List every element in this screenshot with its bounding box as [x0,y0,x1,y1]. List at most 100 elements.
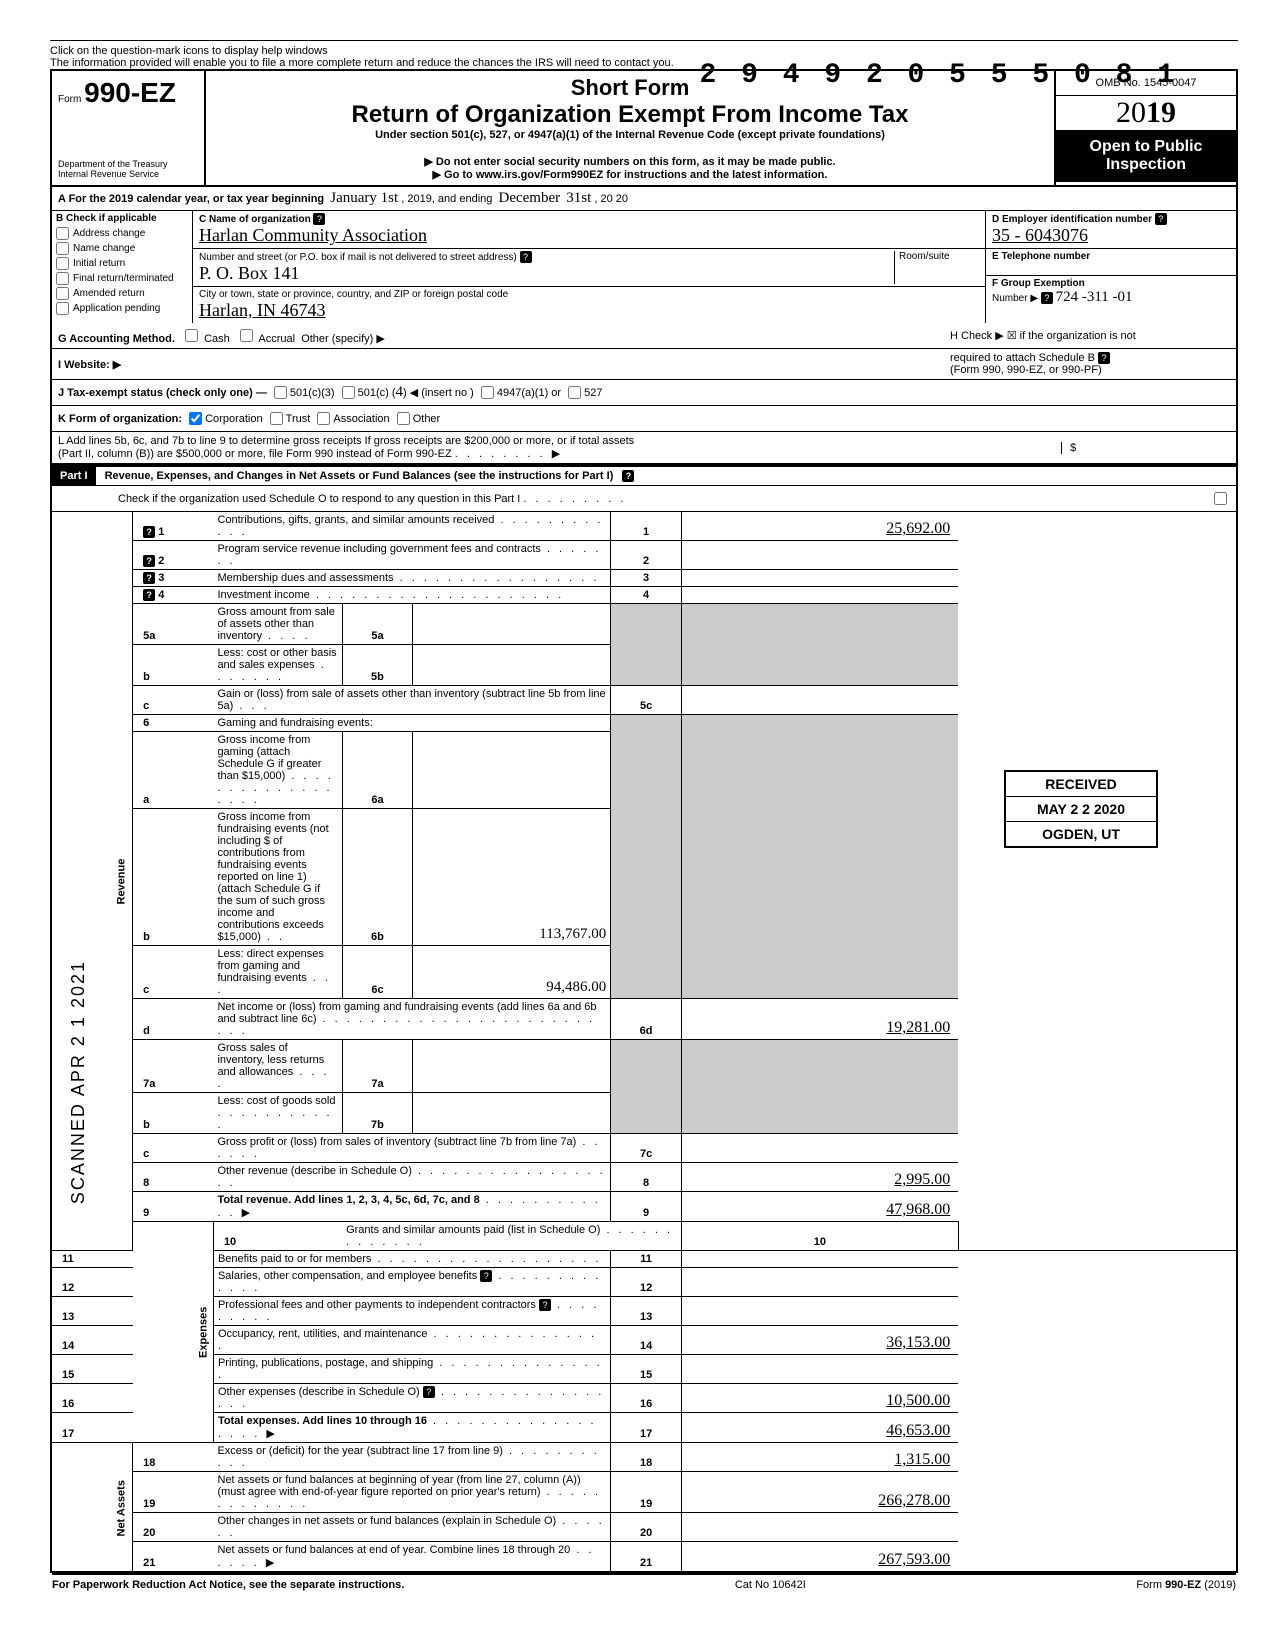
help-icon[interactable]: ? [143,572,155,584]
street: P. O. Box 141 [199,263,300,283]
line-10-txt: Grants and similar amounts paid (list in… [346,1224,600,1236]
j-cins: ) ◀ (insert no ) [403,386,474,399]
h-label: H Check ▶ ☒ if the organization is not [950,330,1136,342]
arrow: ▶ [266,1428,274,1440]
help-icon[interactable]: ? [423,1386,435,1398]
b-name: Name change [73,243,135,254]
help-icon[interactable]: ? [1041,292,1053,304]
row-a: A For the 2019 calendar year, or tax yea… [50,185,1238,211]
amt-6c: 94,486.00 [546,979,606,995]
ck-init[interactable] [56,257,69,270]
footer: For Paperwork Reduction Act Notice, see … [52,1573,1236,1595]
ck-final[interactable] [56,272,69,285]
k-label: K Form of organization: [58,413,182,425]
ck-schedo[interactable] [1214,492,1227,505]
row-l: L Add lines 5b, 6c, and 7b to line 9 to … [50,432,1238,465]
line-1-txt: Contributions, gifts, grants, and simila… [217,514,494,526]
row-a-endm: December [499,190,561,206]
row-g-h: G Accounting Method. Cash Accrual Other … [50,323,1238,349]
k-other: Other [413,413,441,425]
row-a-endd: 31st [566,190,591,206]
help-icon[interactable]: ? [143,589,155,601]
k-trust: Trust [286,413,311,425]
line-3-txt: Membership dues and assessments [217,572,393,584]
line-2-txt: Program service revenue including govern… [217,543,540,555]
amt-19: 266,278.00 [878,1492,950,1509]
ck-4947[interactable] [481,386,494,399]
line-18-txt: Excess or (deficit) for the year (subtra… [217,1445,503,1457]
arrow: ▶ [266,1557,274,1569]
j-527: 527 [584,387,602,399]
e-hdr: E Telephone number [992,251,1090,262]
ck-accrual[interactable] [240,329,253,342]
amt-8: 2,995.00 [894,1171,950,1188]
year-bold: 19 [1146,96,1176,129]
ck-amend[interactable] [56,287,69,300]
line-15-txt: Printing, publications, postage, and shi… [218,1357,433,1369]
line-6-txt: Gaming and fundraising events: [217,717,372,729]
ck-corp[interactable] [189,412,202,425]
title-sub: Under section 501(c), 527, or 4947(a)(1)… [214,129,1046,141]
title-warn: ▶ Do not enter social security numbers o… [214,155,1046,168]
ck-assoc[interactable] [317,412,330,425]
line-20-txt: Other changes in net assets or fund bala… [217,1515,556,1527]
help-icon[interactable]: ? [1098,352,1110,364]
section-bcdef: B Check if applicable Address change Nam… [50,211,1238,323]
ck-501c[interactable] [342,386,355,399]
ck-cash[interactable] [185,329,198,342]
row-a-label: A For the 2019 calendar year, or tax yea… [58,193,324,205]
help-icon[interactable]: ? [313,213,325,225]
scanned-stamp: SCANNED APR 2 1 2021 [68,960,89,1204]
amt-17: 46,653.00 [886,1422,950,1439]
f-hdr: F Group Exemption [992,278,1085,289]
help-icon[interactable]: ? [520,251,532,263]
b-app: Application pending [73,303,160,314]
l-amt: $ [1070,442,1076,454]
street-hdr: Number and street (or P.O. box if mail i… [199,252,517,263]
row-k: K Form of organization: Corporation Trus… [50,406,1238,432]
amt-6b: 113,767.00 [539,926,606,942]
ck-app[interactable] [56,302,69,315]
line-9-txt: Total revenue. Add lines 1, 2, 3, 4, 5c,… [217,1194,479,1206]
row-j: J Tax-exempt status (check only one) — 5… [50,380,1238,406]
line-13-txt: Professional fees and other payments to … [218,1299,536,1311]
arrow: ▶ [242,1207,250,1219]
city: Harlan, IN 46743 [199,300,325,320]
help-icon[interactable]: ? [539,1299,551,1311]
received-loc: OGDEN, UT [1006,821,1156,846]
help-icon[interactable]: ? [1155,213,1167,225]
ck-other[interactable] [397,412,410,425]
innerbox-7b: 7b [342,1093,413,1134]
ck-501c3[interactable] [274,386,287,399]
title-main: Return of Organization Exempt From Incom… [214,101,1046,129]
part-i-header: Part I Revenue, Expenses, and Changes in… [50,465,1238,486]
footer-left: For Paperwork Reduction Act Notice, see … [52,1579,404,1591]
line-7b-txt: Less: cost of goods sold [217,1095,335,1107]
j-4947: 4947(a)(1) or [497,387,561,399]
g-cash: Cash [204,333,230,345]
line-11-txt: Benefits paid to or for members [218,1253,371,1265]
help-icon[interactable]: ? [143,555,155,567]
g-accrual: Accrual [258,333,295,345]
received-hdr: RECEIVED [1006,772,1156,797]
c-hdr: C Name of organization [199,214,311,225]
ck-trust[interactable] [270,412,283,425]
dots: . . . . . . . . [455,448,552,460]
ck-527[interactable] [568,386,581,399]
title-goto: ▶ Go to www.irs.gov/Form990EZ for instru… [214,168,1046,181]
top-note-1: Click on the question-mark icons to disp… [50,45,1238,57]
k-corp: Corporation [205,413,262,425]
line-16-txt: Other expenses (describe in Schedule O) [218,1386,420,1398]
line-7c-txt: Gross profit or (loss) from sales of inv… [217,1136,576,1148]
help-icon[interactable]: ? [622,470,634,482]
ck-addr[interactable] [56,227,69,240]
line-14-txt: Occupancy, rent, utilities, and maintena… [218,1328,428,1340]
ein: 35 - 6043076 [992,225,1088,245]
ck-name[interactable] [56,242,69,255]
org-name: Harlan Community Association [199,225,427,245]
j-cval: 4 [396,384,404,401]
open-2: Inspection [1060,156,1232,174]
help-icon[interactable]: ? [480,1270,492,1282]
help-icon[interactable]: ? [143,526,155,538]
amt-1: 25,692.00 [886,520,950,537]
